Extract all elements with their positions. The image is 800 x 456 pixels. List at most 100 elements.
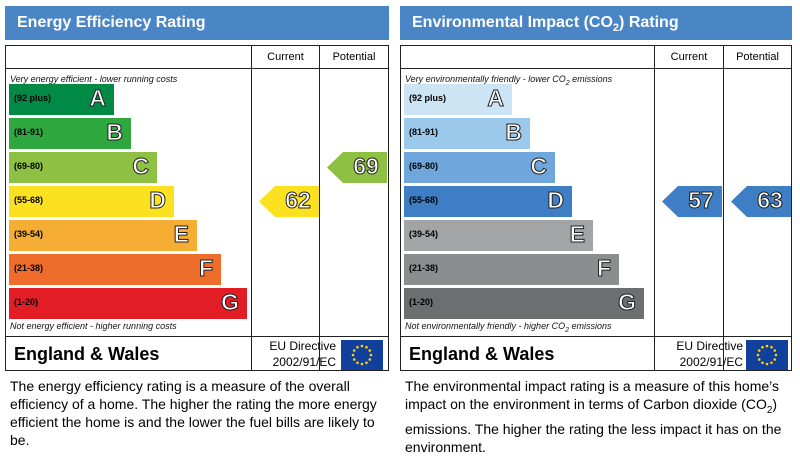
eu-flag-icon xyxy=(341,340,383,370)
band-range-label: (55-68) xyxy=(14,195,44,205)
eu-directive-line1: EU Directive xyxy=(676,339,743,353)
potential-rating-arrow: 63 xyxy=(731,186,791,217)
band-letter: F xyxy=(596,255,611,282)
eu-star xyxy=(756,353,760,357)
eu-star xyxy=(773,349,777,352)
band-b: (81-91) B xyxy=(404,118,530,149)
eu-star xyxy=(761,361,764,365)
band-letter: A xyxy=(89,85,107,112)
band-letter: E xyxy=(569,221,585,248)
rating-frame: Current Potential Very environmentally f… xyxy=(400,45,792,371)
band-d: (55-68) D xyxy=(404,186,572,217)
band-g: (1-20) G xyxy=(9,288,247,319)
band-letter: A xyxy=(487,85,505,112)
band-range-label: (1-20) xyxy=(14,297,39,307)
eu-star xyxy=(368,349,372,352)
environmental-impact-panel: Environmental Impact (CO2) Rating Curren… xyxy=(400,6,792,455)
band-letter: G xyxy=(618,289,637,316)
band-c: (69-80) C xyxy=(9,152,157,183)
band-range-label: (39-54) xyxy=(14,229,44,239)
top-note: Very energy efficient - lower running co… xyxy=(10,74,178,84)
band-letter: F xyxy=(198,255,213,282)
column-current-header: Current xyxy=(267,51,304,63)
rating-frame: Current Potential Very energy efficient … xyxy=(5,45,389,371)
current-rating-value: 62 xyxy=(285,187,312,214)
eu-star xyxy=(356,345,359,349)
eu-star xyxy=(757,358,761,361)
eu-star xyxy=(351,353,355,357)
eu-star xyxy=(365,345,368,349)
band-g: (1-20) G xyxy=(404,288,644,319)
band-range-label: (21-38) xyxy=(14,263,44,273)
eu-directive-line1: EU Directive xyxy=(269,339,336,353)
band-letter: D xyxy=(149,187,167,214)
band-range-label: (1-20) xyxy=(409,297,434,307)
current-rating-value: 57 xyxy=(688,187,715,214)
description-text: The energy efficiency rating is a measur… xyxy=(10,378,377,448)
band-a: (92 plus) A xyxy=(9,84,114,115)
band-range-label: (39-54) xyxy=(409,229,439,239)
eu-directive-line2: 2002/91/EC xyxy=(679,355,743,369)
column-current-header: Current xyxy=(670,51,708,63)
eu-star xyxy=(770,345,773,349)
description-text: The environmental impact rating is a mea… xyxy=(405,378,782,455)
eu-star xyxy=(352,349,356,352)
band-letter: B xyxy=(106,119,124,146)
band-d: (55-68) D xyxy=(9,186,174,217)
potential-rating-arrow: 69 xyxy=(327,152,387,183)
band-letter: C xyxy=(530,153,548,180)
bottom-note: Not environmentally friendly - higher CO… xyxy=(405,321,612,334)
top-note: Very environmentally friendly - lower CO… xyxy=(405,74,613,87)
band-b: (81-91) B xyxy=(9,118,131,149)
eu-star xyxy=(360,362,364,366)
panel-title: Environmental Impact (CO2) Rating xyxy=(400,6,792,40)
eu-star xyxy=(352,358,356,361)
eu-star xyxy=(761,345,764,349)
potential-rating-value: 63 xyxy=(757,187,784,214)
band-letter: D xyxy=(547,187,565,214)
energy-efficiency-panel: Energy Efficiency Rating Current Potenti… xyxy=(5,6,389,448)
eu-star xyxy=(765,362,769,366)
band-e: (39-54) E xyxy=(404,220,593,251)
eu-star xyxy=(368,358,372,361)
band-letter: E xyxy=(173,221,189,248)
footer-title: England & Wales xyxy=(14,344,160,364)
eu-star xyxy=(757,349,761,352)
eu-star xyxy=(365,361,368,365)
eu-star xyxy=(774,353,778,357)
band-range-label: (69-80) xyxy=(409,161,439,171)
potential-rating-value: 69 xyxy=(353,153,380,180)
band-range-label: (69-80) xyxy=(14,161,44,171)
eu-directive: EU Directive 2002/91/EC xyxy=(269,338,336,370)
eu-star xyxy=(360,344,364,348)
band-letter: G xyxy=(221,289,240,316)
footer-title: England & Wales xyxy=(409,344,555,364)
column-potential-header: Potential xyxy=(332,51,376,63)
band-letter: B xyxy=(505,119,523,146)
eu-star xyxy=(765,344,769,348)
eu-star xyxy=(356,361,359,365)
band-e: (39-54) E xyxy=(9,220,197,251)
band-range-label: (21-38) xyxy=(409,263,439,273)
eu-flag-icon xyxy=(746,340,788,370)
band-range-label: (81-91) xyxy=(14,127,44,137)
band-f: (21-38) F xyxy=(9,254,221,285)
band-f: (21-38) F xyxy=(404,254,619,285)
panel-title: Energy Efficiency Rating xyxy=(5,6,389,40)
eu-directive-line2: 2002/91/EC xyxy=(272,355,336,369)
band-letter: C xyxy=(132,153,150,180)
current-rating-arrow: 57 xyxy=(662,186,722,217)
band-range-label: (92 plus) xyxy=(409,93,447,103)
eu-star xyxy=(770,361,773,365)
band-c: (69-80) C xyxy=(404,152,555,183)
band-a: (92 plus) A xyxy=(404,84,512,115)
band-range-label: (81-91) xyxy=(409,127,439,137)
bottom-note: Not energy efficient - higher running co… xyxy=(10,321,177,331)
column-potential-header: Potential xyxy=(736,51,779,63)
band-range-label: (92 plus) xyxy=(14,93,52,103)
band-range-label: (55-68) xyxy=(409,195,439,205)
eu-star xyxy=(773,358,777,361)
current-rating-arrow: 62 xyxy=(259,186,319,217)
eu-directive: EU Directive 2002/91/EC xyxy=(676,338,743,370)
eu-star xyxy=(369,353,373,357)
